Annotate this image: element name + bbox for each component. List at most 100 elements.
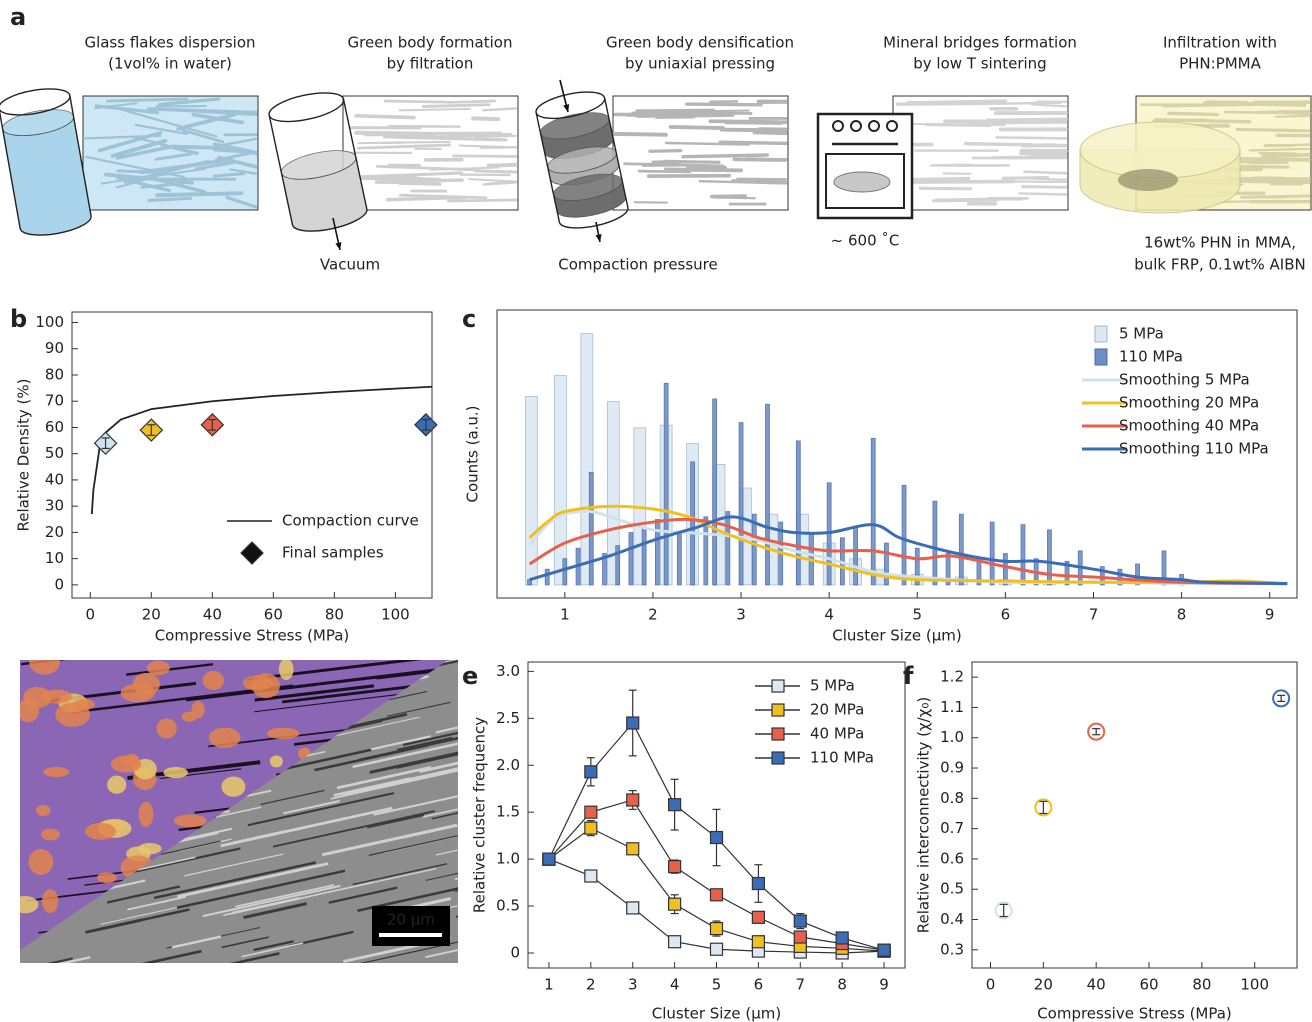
marker xyxy=(709,888,724,902)
bar xyxy=(765,403,770,586)
marker xyxy=(626,716,640,730)
gap xyxy=(254,684,375,702)
legend-label: 5 MPa xyxy=(810,677,855,695)
platelet xyxy=(367,814,425,829)
marker xyxy=(751,876,765,891)
flake xyxy=(482,107,518,112)
x-tick-label: 60 xyxy=(264,606,283,624)
flake xyxy=(471,116,501,122)
legend-label: 110 MPa xyxy=(1119,348,1183,366)
flake xyxy=(421,103,491,108)
platelet xyxy=(221,936,269,949)
flake xyxy=(155,191,244,198)
cluster xyxy=(266,727,300,740)
x-axis-label: Compressive Stress (MPa) xyxy=(155,627,350,645)
marker xyxy=(793,914,807,928)
marker xyxy=(668,897,682,911)
y-tick-label: 0.9 xyxy=(940,759,964,777)
line xyxy=(528,517,1288,586)
flake xyxy=(1021,185,1068,189)
y-tick-label: 1.0 xyxy=(496,850,520,868)
flake xyxy=(140,182,184,189)
cluster xyxy=(73,698,95,710)
flake xyxy=(663,167,744,173)
cluster xyxy=(107,775,127,794)
y-tick-label: 60 xyxy=(45,418,64,436)
flake xyxy=(963,141,1034,147)
x-tick-label: 1 xyxy=(560,606,570,624)
flake xyxy=(1248,147,1311,152)
x-tick-label: 8 xyxy=(1177,606,1187,624)
flake xyxy=(985,117,1068,123)
flake xyxy=(429,166,500,171)
platelet xyxy=(395,753,458,769)
plot-frame xyxy=(496,309,1298,599)
y-tick-label: 1.0 xyxy=(940,728,964,746)
y-tick-label: 0.4 xyxy=(940,910,964,928)
flake xyxy=(100,167,207,185)
flake xyxy=(745,157,788,161)
x-tick-label: 1 xyxy=(544,976,554,994)
cluster xyxy=(29,660,60,675)
platelet xyxy=(370,735,432,751)
x-tick-label: 0 xyxy=(986,976,996,994)
cluster xyxy=(85,822,117,840)
marker xyxy=(835,931,849,945)
flake xyxy=(354,113,416,120)
cluster xyxy=(181,711,198,722)
error-bar xyxy=(1092,728,1101,736)
cluster xyxy=(269,755,283,768)
cluster xyxy=(156,718,177,739)
y-tick-label: 70 xyxy=(45,392,64,410)
step-title: Mineral bridges formation xyxy=(883,34,1077,52)
x-axis-label: Compressive Stress (MPa) xyxy=(1037,1005,1232,1022)
marker xyxy=(584,869,598,883)
platelet xyxy=(368,835,458,856)
bar xyxy=(606,401,620,586)
marker xyxy=(668,798,682,812)
platelet xyxy=(260,789,325,806)
platelet xyxy=(141,949,202,963)
bar xyxy=(588,471,594,586)
error-bar xyxy=(147,424,156,436)
scale-bar xyxy=(379,933,442,937)
flake xyxy=(474,134,518,138)
bar xyxy=(1064,560,1070,586)
platelet xyxy=(223,881,373,917)
bar xyxy=(932,500,938,586)
x-tick-label: 6 xyxy=(1001,606,1011,624)
cylinder-wall xyxy=(0,95,92,236)
x-axis-label: Cluster Size (μm) xyxy=(652,1005,781,1022)
bar xyxy=(989,521,995,586)
flake xyxy=(181,128,225,144)
y-tick-label: 20 xyxy=(45,523,64,541)
x-tick-label: 8 xyxy=(837,976,847,994)
x-tick-label: 2 xyxy=(648,606,658,624)
y-tick-label: 0.5 xyxy=(496,897,520,915)
arrow-head xyxy=(335,242,342,250)
bar xyxy=(1161,550,1167,586)
platelet xyxy=(419,761,458,773)
y-tick-label: 1.5 xyxy=(496,803,520,821)
platelet xyxy=(373,795,458,816)
bar xyxy=(663,382,669,586)
flake xyxy=(1030,103,1068,108)
gap xyxy=(185,683,315,702)
flake xyxy=(1240,164,1290,169)
panel-label: c xyxy=(462,305,476,333)
flake xyxy=(361,175,441,181)
oven-knob xyxy=(850,120,862,132)
flake xyxy=(1206,100,1250,105)
flake xyxy=(486,162,518,168)
marker xyxy=(709,921,724,936)
y-tick-label: 0 xyxy=(510,943,520,961)
x-tick-label: 60 xyxy=(1139,976,1158,994)
flake xyxy=(485,180,518,186)
y-tick-label: 90 xyxy=(45,339,64,357)
flake xyxy=(752,130,788,136)
platelet xyxy=(272,810,435,848)
y-tick-label: 100 xyxy=(35,313,64,331)
x-tick-label: 9 xyxy=(879,976,889,994)
error-bar xyxy=(1277,694,1286,702)
bar xyxy=(602,553,607,586)
